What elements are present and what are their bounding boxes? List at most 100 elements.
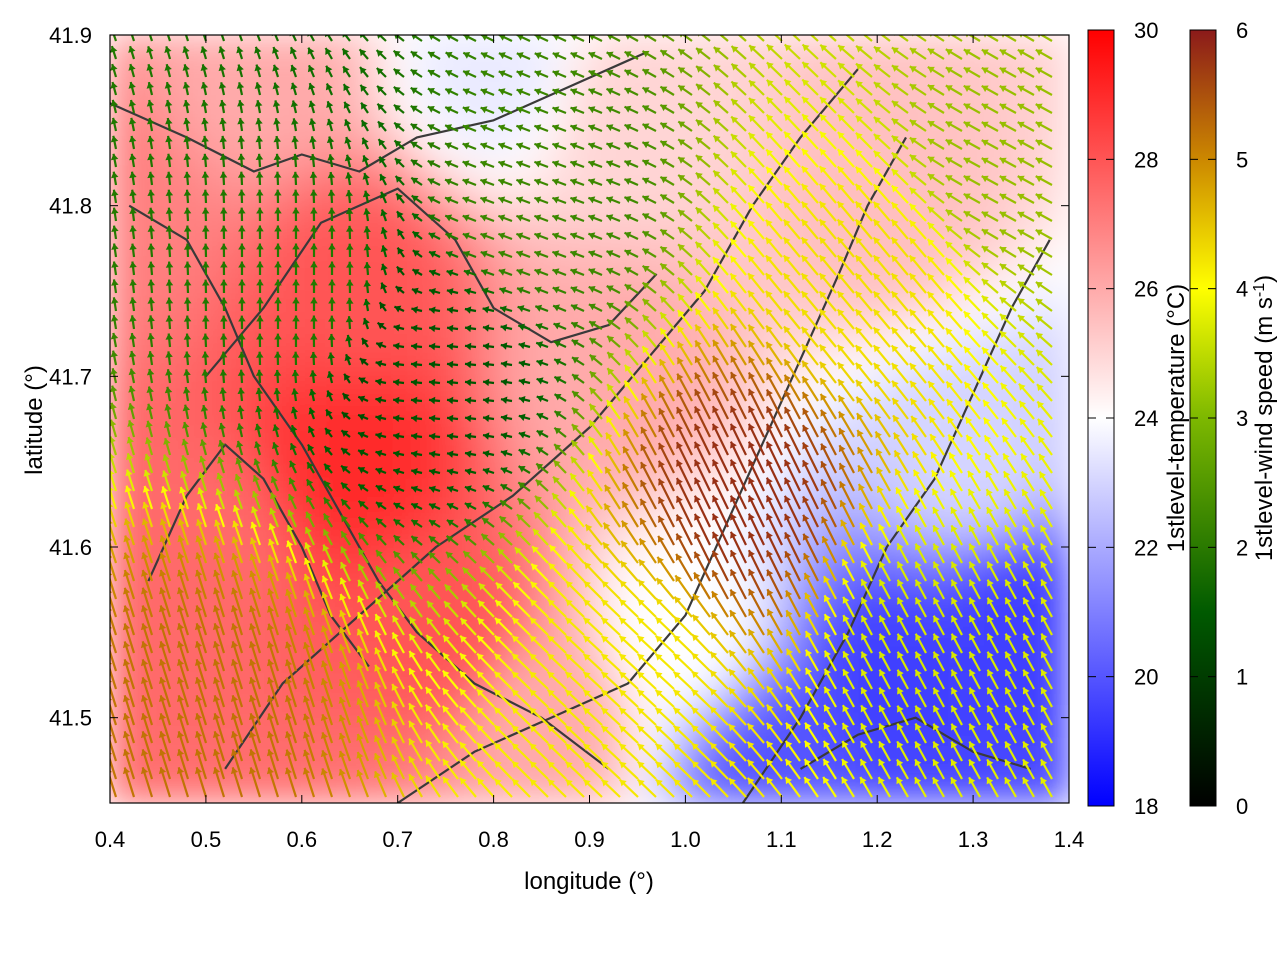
heatmap-cell [420, 290, 447, 324]
heatmap-cell [396, 35, 423, 68]
heatmap-cell [1044, 354, 1069, 388]
heatmap-cell [252, 386, 279, 420]
heatmap-cell [132, 35, 159, 68]
heatmap-cell [252, 194, 279, 228]
heatmap-cell [876, 98, 903, 132]
heatmap-cell [348, 130, 375, 164]
heatmap-cell [276, 162, 303, 196]
heatmap-cell [252, 354, 279, 388]
heatmap-cell [110, 258, 135, 292]
heatmap-cell [540, 226, 567, 260]
heatmap-cell [996, 770, 1023, 803]
heatmap-cell [708, 386, 735, 420]
heatmap-cell [492, 194, 519, 228]
heatmap-cell [468, 450, 495, 484]
heatmap-cell [684, 66, 711, 100]
heatmap-cell [636, 98, 663, 132]
heatmap-cell [948, 35, 975, 68]
heatmap-cell [612, 98, 639, 132]
heatmap-cell [708, 35, 735, 68]
heatmap-cell [972, 674, 999, 708]
heatmap-cell [612, 258, 639, 292]
heatmap-cell [1044, 482, 1069, 516]
heatmap-cell [540, 194, 567, 228]
heatmap-cell [660, 738, 687, 772]
heatmap-cell [156, 770, 183, 803]
heatmap-cell [636, 130, 663, 164]
heatmap-cell [1020, 98, 1047, 132]
heatmap-cell [348, 770, 375, 803]
heatmap-cell [516, 738, 543, 772]
heatmap-cell [420, 98, 447, 132]
wind-vector-head [110, 28, 117, 35]
heatmap-cell [276, 258, 303, 292]
heatmap-cell [324, 290, 351, 324]
heatmap-cell [468, 386, 495, 420]
heatmap-cell [348, 258, 375, 292]
heatmap-cell [204, 194, 231, 228]
heatmap-cell [276, 194, 303, 228]
heatmap-cell [204, 66, 231, 100]
heatmap-cell [1020, 194, 1047, 228]
heatmap-cell [132, 66, 159, 100]
heatmap-cell [636, 66, 663, 100]
heatmap-cell [132, 386, 159, 420]
heatmap-cell [468, 322, 495, 356]
heatmap-cell [948, 130, 975, 164]
heatmap-cell [636, 258, 663, 292]
heatmap-cell [636, 162, 663, 196]
heatmap-cell [900, 674, 927, 708]
heatmap-cell [468, 194, 495, 228]
heatmap-cell [564, 35, 591, 68]
heatmap-cell [900, 770, 927, 803]
heatmap-cell [564, 162, 591, 196]
heatmap-cell [996, 66, 1023, 100]
heatmap-cell [828, 770, 855, 803]
heatmap-cell [396, 386, 423, 420]
heatmap-cell [420, 738, 447, 772]
heatmap-cell [180, 194, 207, 228]
heatmap-cell [276, 290, 303, 324]
heatmap-cell [732, 578, 759, 612]
heatmap-cell [564, 258, 591, 292]
heatmap-cell [732, 290, 759, 324]
heatmap-cell [180, 258, 207, 292]
heatmap-cell [1044, 770, 1069, 803]
heatmap-cell [1044, 674, 1069, 708]
heatmap-cell [972, 578, 999, 612]
heatmap-cell [1044, 418, 1069, 452]
heatmap-cell [1044, 66, 1069, 100]
heatmap-cell [924, 35, 951, 68]
heatmap-cell [396, 66, 423, 100]
heatmap-cell [852, 35, 879, 68]
heatmap-cell [252, 258, 279, 292]
heatmap-cell [564, 98, 591, 132]
heatmap-cell [972, 482, 999, 516]
heatmap-cell [204, 386, 231, 420]
heatmap-cell [132, 322, 159, 356]
heatmap-cell [372, 98, 399, 132]
heatmap-cell [396, 418, 423, 452]
heatmap-cell [1044, 98, 1069, 132]
heatmap-cell [900, 578, 927, 612]
heatmap-cell [252, 290, 279, 324]
heatmap-cell [636, 770, 663, 803]
heatmap-cell [204, 98, 231, 132]
heatmap-cell [396, 482, 423, 516]
heatmap-cell [852, 98, 879, 132]
heatmap-cell [1044, 258, 1069, 292]
wind-vector-head [200, 35, 202, 36]
heatmap-cell [180, 354, 207, 388]
heatmap-cell [828, 674, 855, 708]
heatmap-cell [588, 738, 615, 772]
heatmap-cell [132, 258, 159, 292]
heatmap-cell [300, 386, 327, 420]
heatmap-cell [276, 98, 303, 132]
heatmap-cell [324, 258, 351, 292]
heatmap-cell [852, 354, 879, 388]
heatmap-cell [372, 386, 399, 420]
heatmap-cell [540, 354, 567, 388]
heatmap-cell [396, 450, 423, 484]
heatmap-cell [252, 226, 279, 260]
heatmap-cell [204, 354, 231, 388]
